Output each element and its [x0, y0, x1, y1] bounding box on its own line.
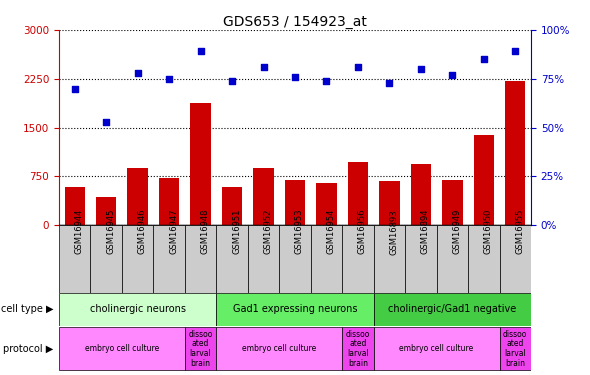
Point: [510, 48, 520, 54]
Bar: [59, 293, 217, 326]
Point: [196, 48, 205, 54]
Bar: [437, 225, 468, 292]
Bar: [185, 327, 217, 370]
Text: Gad1 expressing neurons: Gad1 expressing neurons: [232, 304, 358, 314]
Bar: [411, 164, 431, 225]
Text: GSM16951: GSM16951: [232, 209, 241, 254]
Point: [165, 76, 174, 82]
Text: embryo cell culture: embryo cell culture: [85, 344, 159, 353]
Bar: [222, 187, 242, 225]
Bar: [468, 225, 500, 292]
Bar: [311, 225, 342, 292]
Bar: [474, 135, 494, 225]
Text: GSM16948: GSM16948: [201, 209, 209, 255]
Bar: [217, 225, 248, 292]
Text: GSM16950: GSM16950: [484, 209, 493, 254]
Bar: [373, 293, 531, 326]
Point: [353, 64, 363, 70]
Title: GDS653 / 154923_at: GDS653 / 154923_at: [223, 15, 367, 29]
Text: dissoo
ated
larval
brain: dissoo ated larval brain: [188, 330, 213, 368]
Point: [101, 118, 111, 124]
Bar: [248, 225, 279, 292]
Text: dissoo
ated
larval
brain: dissoo ated larval brain: [503, 330, 527, 368]
Bar: [342, 327, 373, 370]
Text: cholinergic/Gad1 negative: cholinergic/Gad1 negative: [388, 304, 516, 314]
Bar: [285, 180, 305, 225]
Text: protocol ▶: protocol ▶: [3, 344, 53, 354]
Bar: [127, 168, 148, 225]
Bar: [279, 225, 311, 292]
Text: GSM16953: GSM16953: [295, 209, 304, 255]
Text: GSM16944: GSM16944: [75, 209, 84, 254]
Text: embryo cell culture: embryo cell culture: [399, 344, 474, 353]
Bar: [217, 327, 342, 370]
Bar: [342, 225, 373, 292]
Text: GSM16893: GSM16893: [389, 209, 398, 255]
Bar: [500, 225, 531, 292]
Bar: [122, 225, 153, 292]
Text: GSM16945: GSM16945: [106, 209, 115, 254]
Point: [259, 64, 268, 70]
Text: GSM16954: GSM16954: [326, 209, 336, 254]
Point: [133, 70, 142, 76]
Bar: [59, 225, 90, 292]
Bar: [90, 225, 122, 292]
Point: [227, 78, 237, 84]
Text: GSM16956: GSM16956: [358, 209, 367, 255]
Bar: [348, 162, 368, 225]
Bar: [159, 177, 179, 225]
Bar: [153, 225, 185, 292]
Text: GSM16955: GSM16955: [515, 209, 525, 254]
Point: [448, 72, 457, 78]
Bar: [64, 187, 85, 225]
Bar: [500, 327, 531, 370]
Bar: [505, 81, 526, 225]
Bar: [185, 225, 217, 292]
Bar: [217, 293, 373, 326]
Bar: [442, 180, 463, 225]
Point: [322, 78, 331, 84]
Bar: [59, 327, 185, 370]
Text: GSM16949: GSM16949: [453, 209, 461, 254]
Bar: [253, 168, 274, 225]
Point: [70, 86, 80, 92]
Bar: [379, 181, 399, 225]
Text: GSM16947: GSM16947: [169, 209, 178, 255]
Point: [385, 80, 394, 86]
Bar: [373, 327, 500, 370]
Bar: [96, 197, 116, 225]
Text: dissoo
ated
larval
brain: dissoo ated larval brain: [346, 330, 370, 368]
Text: embryo cell culture: embryo cell culture: [242, 344, 316, 353]
Text: cholinergic neurons: cholinergic neurons: [90, 304, 186, 314]
Text: GSM16946: GSM16946: [137, 209, 147, 255]
Bar: [405, 225, 437, 292]
Bar: [191, 104, 211, 225]
Text: GSM16952: GSM16952: [264, 209, 273, 254]
Point: [416, 66, 425, 72]
Bar: [373, 225, 405, 292]
Text: GSM16894: GSM16894: [421, 209, 430, 255]
Text: cell type ▶: cell type ▶: [1, 304, 53, 314]
Bar: [316, 183, 337, 225]
Point: [290, 74, 300, 80]
Point: [479, 56, 489, 62]
